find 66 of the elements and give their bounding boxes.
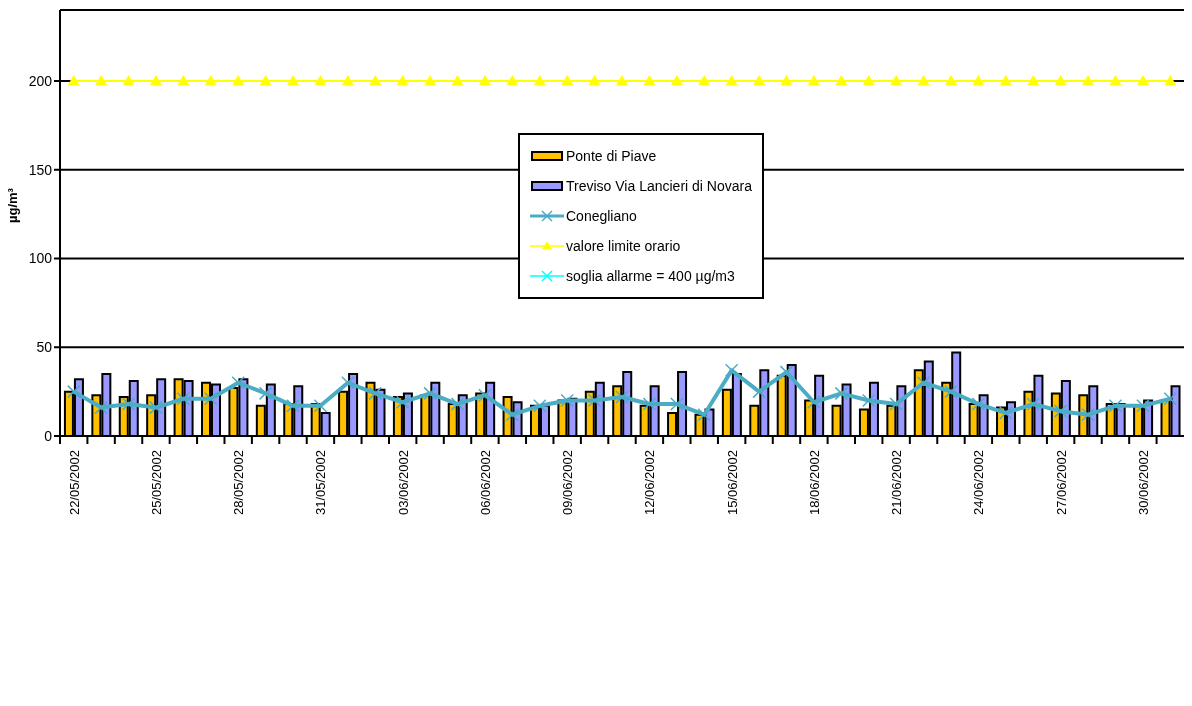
point bbox=[314, 75, 327, 86]
x-tick-label: 12/06/2002 bbox=[642, 450, 658, 516]
point bbox=[588, 75, 601, 86]
point bbox=[917, 75, 930, 86]
point bbox=[1054, 75, 1067, 86]
x-tick-label: 21/06/2002 bbox=[889, 450, 905, 516]
point bbox=[1027, 75, 1040, 86]
point bbox=[369, 75, 382, 86]
point bbox=[561, 75, 574, 86]
point bbox=[122, 75, 135, 86]
point bbox=[698, 75, 711, 86]
point bbox=[1136, 75, 1149, 86]
point bbox=[533, 75, 546, 86]
point bbox=[204, 75, 217, 86]
point bbox=[999, 75, 1012, 86]
legend-label: Ponte di Piave bbox=[566, 148, 657, 164]
y-tick-label: 0 bbox=[44, 427, 53, 444]
y-tick-label: 50 bbox=[36, 339, 53, 356]
point bbox=[259, 75, 272, 86]
point bbox=[1164, 75, 1177, 86]
x-tick-label: 27/06/2002 bbox=[1053, 450, 1069, 516]
point bbox=[341, 75, 354, 86]
x-tick-label: 22/05/2002 bbox=[66, 450, 82, 516]
x-tick-label: 31/05/2002 bbox=[313, 450, 329, 516]
point bbox=[807, 75, 820, 86]
y-tick-label: 200 bbox=[28, 72, 53, 89]
point bbox=[670, 75, 683, 86]
x-tick-label: 18/06/2002 bbox=[806, 450, 822, 516]
point bbox=[478, 75, 491, 86]
point bbox=[451, 75, 464, 86]
x-tick-label: 06/06/2002 bbox=[477, 450, 493, 516]
legend-label: Treviso Via Lancieri di Novara bbox=[566, 178, 752, 194]
point bbox=[835, 75, 848, 86]
point bbox=[753, 75, 766, 86]
point bbox=[177, 75, 190, 86]
point bbox=[506, 75, 519, 86]
point bbox=[890, 75, 903, 86]
point bbox=[972, 75, 985, 86]
point bbox=[396, 75, 409, 86]
x-tick-label: 25/05/2002 bbox=[148, 450, 164, 516]
legend-label: soglia allarme = 400 µg/m3 bbox=[566, 268, 735, 284]
legend-label: Conegliano bbox=[566, 208, 637, 224]
point bbox=[862, 75, 875, 86]
legend-label: valore limite orario bbox=[566, 238, 681, 254]
point bbox=[780, 75, 793, 86]
point bbox=[287, 75, 300, 86]
x-tick-label: 28/05/2002 bbox=[231, 450, 247, 516]
point bbox=[1082, 75, 1095, 86]
point bbox=[149, 75, 162, 86]
point bbox=[616, 75, 628, 86]
point bbox=[95, 75, 108, 86]
x-tick-label: 30/06/2002 bbox=[1135, 450, 1151, 516]
x-tick-label: 03/06/2002 bbox=[395, 450, 411, 516]
x-tick-label: 15/06/2002 bbox=[724, 450, 740, 516]
point bbox=[67, 75, 80, 86]
point bbox=[643, 75, 656, 86]
x-tick-label: 09/06/2002 bbox=[560, 450, 576, 516]
point bbox=[725, 75, 738, 86]
point bbox=[424, 75, 437, 86]
y-axis-title: µg/m³ bbox=[4, 187, 20, 223]
point bbox=[944, 75, 957, 86]
y-tick-label: 100 bbox=[28, 250, 53, 267]
point bbox=[232, 75, 245, 86]
point bbox=[1109, 75, 1122, 86]
y-tick-label: 150 bbox=[28, 161, 53, 178]
x-tick-label: 24/06/2002 bbox=[971, 450, 987, 516]
